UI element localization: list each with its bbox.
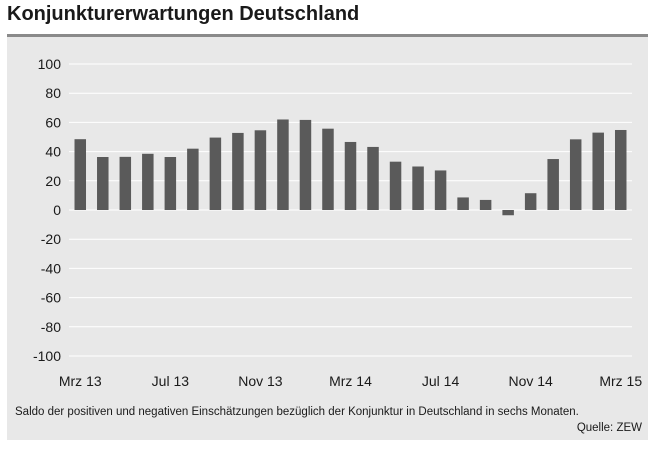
bar — [209, 137, 222, 210]
x-tick-label: Nov 13 — [238, 373, 283, 389]
x-axis-ticks: Mrz 13 Jul 13 Nov 13 Mrz 14 Jul 14 Nov 14 Mrz … — [59, 373, 642, 389]
y-tick-label: -80 — [41, 319, 61, 335]
bar — [277, 119, 289, 210]
y-tick-label: -60 — [41, 290, 61, 306]
bar — [299, 119, 312, 210]
y-tick-label: 60 — [45, 114, 61, 130]
x-tick-label: Nov 14 — [508, 373, 553, 389]
bar — [457, 197, 469, 210]
x-tick-label: Jul 14 — [422, 373, 460, 389]
y-tick-label: 100 — [38, 56, 62, 72]
bar — [434, 170, 447, 210]
y-axis-ticks: 100 80 60 40 20 0 -20 -40 -60 -80 -100 — [33, 56, 61, 364]
bar — [119, 156, 132, 210]
y-tick-label: 0 — [53, 202, 61, 218]
bar — [232, 132, 244, 210]
bars — [74, 119, 627, 216]
chart-source: Quelle: ZEW — [576, 422, 642, 434]
y-tick-label: -40 — [41, 260, 61, 276]
x-tick-label: Mrz 15 — [599, 373, 642, 389]
gridlines — [69, 63, 632, 357]
bar — [142, 153, 154, 210]
bar — [479, 199, 492, 210]
bar — [322, 128, 334, 210]
bar — [524, 193, 537, 210]
bar — [547, 159, 559, 210]
x-tick-label: Mrz 13 — [59, 373, 102, 389]
bar — [187, 148, 199, 210]
bar — [344, 141, 357, 210]
bar — [569, 139, 582, 210]
y-tick-label: 20 — [45, 173, 61, 189]
chart-title: Konjunkturerwartungen Deutschland — [7, 3, 360, 25]
bar — [97, 157, 109, 210]
bar — [614, 129, 627, 210]
chart-caption: Saldo der positiven und negativen Einsch… — [15, 406, 579, 418]
bar — [592, 132, 604, 210]
x-tick-label: Jul 13 — [152, 373, 190, 389]
bar — [412, 166, 424, 210]
y-tick-label: -100 — [33, 348, 61, 364]
bar — [389, 161, 402, 210]
bar — [254, 130, 267, 210]
y-tick-label: 80 — [45, 85, 61, 101]
y-tick-label: -20 — [41, 231, 61, 247]
x-tick-label: Mrz 14 — [329, 373, 372, 389]
chart-frame — [7, 34, 648, 440]
y-tick-label: 40 — [45, 144, 61, 160]
bar — [367, 146, 379, 210]
bar — [74, 139, 87, 210]
bar — [164, 157, 177, 210]
bar — [502, 210, 514, 216]
